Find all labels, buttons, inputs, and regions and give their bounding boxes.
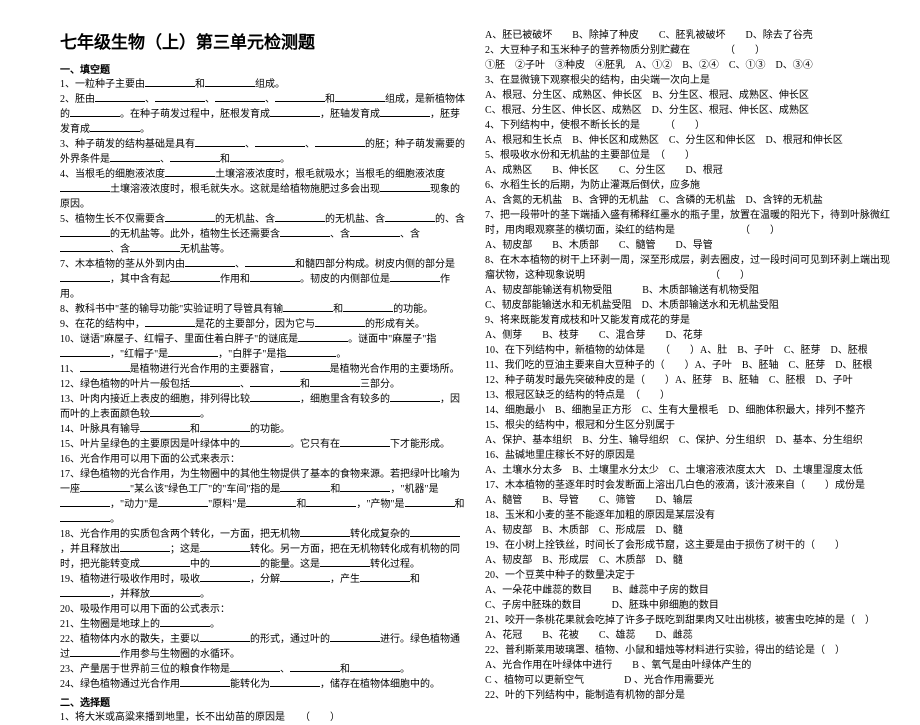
- r3a: A、根冠、分生区、成熟区、伸长区 B、分生区、根冠、成熟区、伸长区: [485, 88, 890, 103]
- r9: 9、将来既能发育成枝和叶又能发育成花的芽是: [485, 313, 890, 328]
- r1: A、胚已被破坏 B、除掉了种皮 C、胚乳被破坏 D、除去了谷壳: [485, 28, 890, 43]
- r5: 5、根吸收水份和无机盐的主要部位是 （ ）: [485, 148, 890, 163]
- r2: 2、大豆种子和玉米种子的营养物质分别贮藏在 （ ）: [485, 43, 890, 58]
- q20: 20、吸吸作用可以用下面的公式表示：: [60, 602, 465, 617]
- r16: 16、盐碱地里庄稼长不好的原因是: [485, 448, 890, 463]
- r15: 15、根尖的结构中，根冠和分生区分别属于: [485, 418, 890, 433]
- q16: 16、光合作用可以用下面的公式来表示：: [60, 452, 465, 467]
- r4a: A、根冠和生长点 B、伸长区和成熟区 C、分生区和伸长区 D、根冠和伸长区: [485, 133, 890, 148]
- section-2-head: 二、选择题: [60, 694, 465, 709]
- r4: 4、下列结构中，使根不断长长的是 （ ）: [485, 118, 890, 133]
- r12: 12、种子萌发时最先突破种皮的是（ ）A、胚芽 B、胚轴 C、胚根 D、子叶: [485, 373, 890, 388]
- q18: 18、光合作用的实质包含两个转化，一方面，把无机物转化成复杂的，并且释放出；这是…: [60, 527, 465, 572]
- q22: 22、植物体内水的散失，主要以的形式，通过叶的进行。绿色植物通过作用参与生物圈的…: [60, 632, 465, 662]
- r20: 20、一个豆荚中种子的数量决定于: [485, 568, 890, 583]
- r3: 3、在显微镜下观察根尖的结构，由尖端一次向上是: [485, 73, 890, 88]
- r13: 13、根冠区缺乏的结构的特点是 （ ）: [485, 388, 890, 403]
- q21: 21、生物圈是地球上的。: [60, 617, 465, 632]
- q10: 10、谜语"麻屋子、红帽子、里面住着白胖子"的谜底是。谜面中"麻屋子"指，"红帽…: [60, 332, 465, 362]
- q7: 7、木本植物的茎从外到内由、和髓四部分构成。树皮内侧的部分是，其中含有起作用和。…: [60, 257, 465, 302]
- q13: 13、叶肉内接近上表皮的细胞，排列得比较，细胞里含有较多的，因而叶的上表面颜色较…: [60, 392, 465, 422]
- r6a: A、含氮的无机盐 B、含钾的无机盐 C、含磷的无机盐 D、含锌的无机盐: [485, 193, 890, 208]
- r17: 17、木本植物的茎逐年时时会发断面上溶出几白色的液滴，该汁液来自（ ）成份是: [485, 478, 890, 493]
- q12: 12、绿色植物的叶片一般包括、和三部分。: [60, 377, 465, 392]
- section-1-head: 一、填空题: [60, 61, 465, 76]
- q5: 5、植物生长不仅需要含的无机盐、含的无机盐、含的、含的无机盐等。此外，植物生长还…: [60, 212, 465, 257]
- page-title: 七年级生物（上）第三单元检测题: [60, 28, 465, 53]
- q15: 15、叶片呈绿色的主要原因是叶绿体中的。它只有在下才能形成。: [60, 437, 465, 452]
- r10: 10、在下列结构中，新植物的幼体是 （ ）A、肚 B、子叶 C、胚芽 D、胚根: [485, 343, 890, 358]
- r19: 19、在小树上拴铁丝，时间长了会形成节窟，这主要是由于损伤了树干的（ ）: [485, 538, 890, 553]
- r17a: A、髓管 B、导管 C、筛管 D、输层: [485, 493, 890, 508]
- r18: 18、玉米和小麦的茎不能逐年加粗的原因是某层没有: [485, 508, 890, 523]
- r18a: A、韧皮部 B、木质部 C、形成层 D、髓: [485, 523, 890, 538]
- mc1: 1、将大米或高粱来播到地里，长不出幼苗的原因是 （ ）: [60, 710, 465, 725]
- r22a: A、光合作用在叶绿体中进行 B 、氧气是由叶绿体产生的: [485, 658, 890, 673]
- q24: 24、绿色植物通过光合作用能转化为，储存在植物体细胞中的。: [60, 677, 465, 692]
- q17: 17、绿色植物的光合作用，为生物圈中的其他生物提供了基本的食物来源。若把绿叶比喻…: [60, 467, 465, 527]
- r21a: A、花冠 B、花被 C、雄蕊 D、雌蕊: [485, 628, 890, 643]
- left-column: 七年级生物（上）第三单元检测题 一、填空题 1、一粒种子主要由和组成。 2、胚由…: [60, 28, 465, 640]
- r7: 7、把一段带叶的茎下端插入盛有稀释红墨水的瓶子里，放置在温暖的阳光下，待到叶脉微…: [485, 208, 890, 238]
- r11: 11、我们吃的豆油主要来自大豆种子的（ ）A、子叶 B、胚轴 C、胚芽 D、胚根: [485, 358, 890, 373]
- r9a: A、侧芽 B、枝芽 C、混合芽 D、花芽: [485, 328, 890, 343]
- r22x: 22、叶的下列结构中，能制造有机物的部分是: [485, 688, 890, 703]
- right-column: A、胚已被破坏 B、除掉了种皮 C、胚乳被破坏 D、除去了谷壳 2、大豆种子和玉…: [485, 28, 890, 640]
- r2opts: ①胚 ②子叶 ③种皮 ④胚乳 A、①② B、②④ C、①③ D、③④: [485, 58, 890, 73]
- q3: 3、种子萌发的结构基础是具有、、的胚；种子萌发需要的外界条件是、和。: [60, 137, 465, 167]
- r8: 8、在木本植物的树干上环剥一周，深至形成层，剥去圈皮，过一段时间可见到环剥上端出…: [485, 253, 890, 283]
- r14: 14、细胞最小 B、细胞呈正方形 C、生有大量根毛 D、细胞体积最大，排列不整齐: [485, 403, 890, 418]
- r15a: A、保护、基本组织 B、分生、输导组织 C、保护、分生组织 D、基本、分生组织: [485, 433, 890, 448]
- q23: 23、产量居于世界前三位的粮食作物是、和。: [60, 662, 465, 677]
- q2: 2、胚由、、、和组成，是新植物体的。在种子萌发过程中，胚根发育成，胚轴发育成，胚…: [60, 92, 465, 137]
- q11: 11、是植物进行光合作用的主要器官，是植物光合作用的主要场所。: [60, 362, 465, 377]
- r21: 21、咬开一条桃花果就会吃掉了许多子既吃到甜果肉又吐出桃核，被害虫吃掉的是（ ）: [485, 613, 890, 628]
- r22c: C 、植物可以更新空气 D 、光合作用需要光: [485, 673, 890, 688]
- q8: 8、教科书中"茎的输导功能"实验证明了导管具有输和的功能。: [60, 302, 465, 317]
- r7a: A、韧皮部 B、木质部 C、髓管 D、导管: [485, 238, 890, 253]
- r19a: A、韧皮部 B、形成层 C、木质部 D、髓: [485, 553, 890, 568]
- r8a: A、韧皮部能输送有机物受阻 B、木质部输送有机物受阻: [485, 283, 890, 298]
- r5a: A、成熟区 B、伸长区 C、分生区 D、根冠: [485, 163, 890, 178]
- r22: 22、普利斯莱用玻璃罩、植物、小鼠和蜡烛等材料进行实验，得出的结论是（ ）: [485, 643, 890, 658]
- q19: 19、植物进行吸收作用时，吸收，分解，产生和，并释放。: [60, 572, 465, 602]
- r3c: C、根冠、分生区、伸长区、成熟区 D、分生区、根冠、伸长区、成熟区: [485, 103, 890, 118]
- q1: 1、一粒种子主要由和组成。: [60, 77, 465, 92]
- r16a: A、土壤水分太多 B、土壤里水分太少 C、土壤溶液浓度太大 D、土壤里湿度太低: [485, 463, 890, 478]
- r20a: A、一朵花中雌蕊的数目 B、雌蕊中子房的数目: [485, 583, 890, 598]
- r20c: C、子房中胚珠的数目 D、胚珠中卵细胞的数目: [485, 598, 890, 613]
- r6: 6、水稻生长的后期，为防止灌溉后倒伏，应多施: [485, 178, 890, 193]
- q4: 4、当根毛的细胞液浓度土壤溶液浓度时，根毛就吸水；当根毛的细胞液浓度土壤溶液浓度…: [60, 167, 465, 212]
- q9: 9、在花的结构中，是花的主要部分，因为它与的形成有关。: [60, 317, 465, 332]
- r8c: C、韧皮部能输送水和无机盐受阻 D、木质部输送水和无机盐受阻: [485, 298, 890, 313]
- q14: 14、叶脉具有输导和的功能。: [60, 422, 465, 437]
